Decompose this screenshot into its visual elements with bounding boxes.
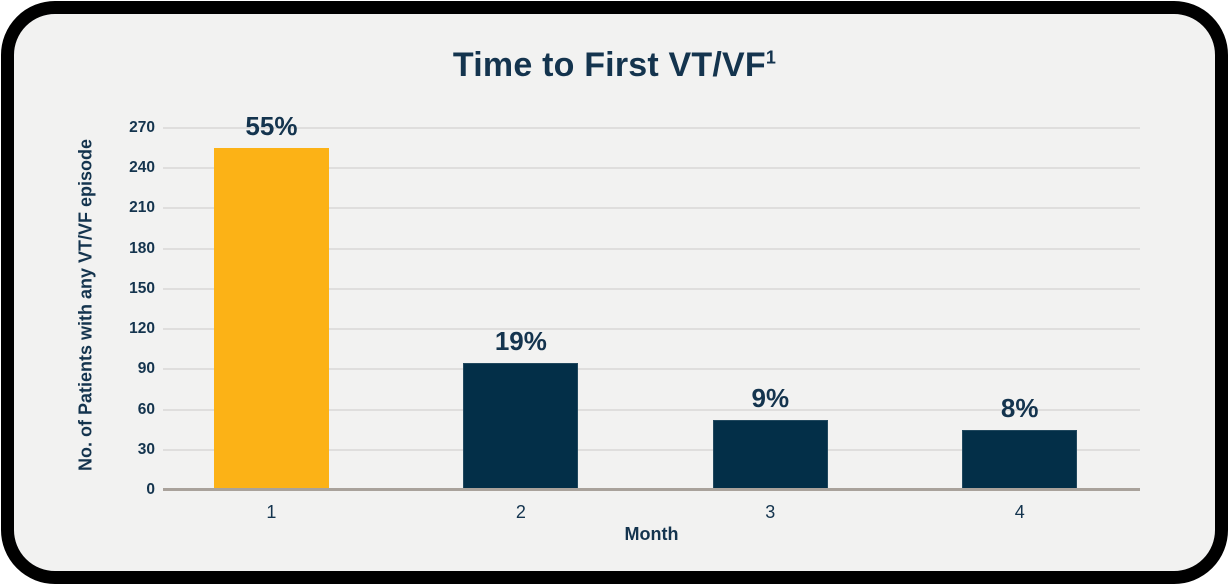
y-tick-label-60: 60 (137, 400, 155, 418)
gridline-240 (163, 167, 1140, 170)
chart-title: Time to First VT/VF1 (0, 46, 1229, 85)
gridline-180 (163, 247, 1140, 250)
x-axis-line (163, 488, 1140, 491)
y-tick-label-0: 0 (146, 481, 155, 498)
x-tick-label-3: 3 (765, 502, 776, 522)
bar-value-label-1: 55% (245, 111, 298, 142)
gridline-60 (163, 408, 1140, 411)
bar-month-4 (962, 429, 1078, 490)
gridline-120 (163, 328, 1140, 331)
y-tick-label-90: 90 (137, 360, 155, 378)
y-tick-label-150: 150 (129, 279, 155, 297)
chart-title-footnote-marker: 1 (765, 47, 777, 68)
y-axis-title: No. of Patients with any VT/VF episode (75, 138, 96, 472)
y-tick-label-270: 270 (129, 119, 155, 136)
y-tick-label-30: 30 (137, 440, 155, 458)
gridline-150 (163, 287, 1140, 290)
x-axis-title: Month (624, 524, 679, 544)
plot-area: 55% 19% 9% 8% (163, 113, 1140, 491)
bar-month-3 (712, 420, 828, 490)
gridline-210 (163, 207, 1140, 210)
bar-month-1 (213, 148, 329, 490)
x-tick-label-2: 2 (515, 502, 526, 522)
bar-value-label-2: 19% (494, 325, 547, 356)
bar-value-label-4: 8% (1000, 392, 1039, 423)
y-tick-label-210: 210 (129, 199, 155, 217)
gridline-90 (163, 368, 1140, 371)
gridline-270 (163, 127, 1140, 129)
bar-value-label-3: 9% (751, 383, 790, 414)
gridline-30 (163, 448, 1140, 451)
x-tick-label-4: 4 (1014, 502, 1025, 522)
y-tick-label-120: 120 (129, 320, 155, 338)
x-tick-label-1: 1 (266, 502, 277, 522)
y-tick-label-240: 240 (129, 159, 155, 177)
chart-title-text: Time to First VT/VF (452, 46, 766, 84)
bar-month-2 (463, 362, 579, 490)
y-tick-label-180: 180 (129, 239, 155, 257)
